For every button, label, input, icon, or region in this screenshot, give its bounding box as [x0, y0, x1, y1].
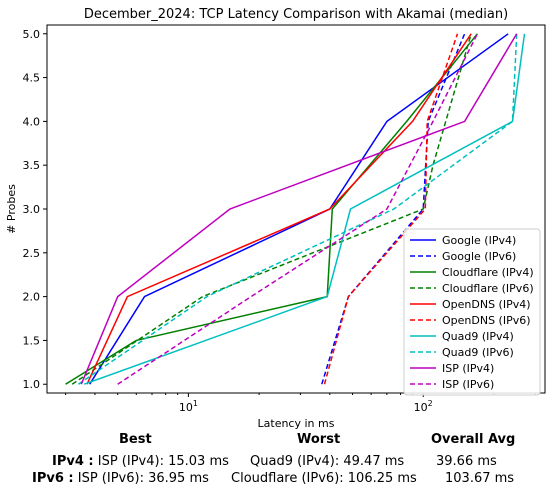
summary-table: Best Worst Overall Avg IPv4 : ISP (IPv4)…: [0, 432, 551, 494]
legend-entry-label: Google (IPv4): [442, 234, 516, 247]
latency-chart: December_2024: TCP Latency Comparison wi…: [5, 7, 546, 430]
legend-entry-label: Quad9 (IPv4): [442, 330, 514, 343]
series-line-cloudflare-ipv4: [65, 33, 478, 385]
ipv4-row-label: IPv4 :: [52, 454, 94, 469]
ipv4-best: ISP (IPv4): 15.03 ms: [97, 454, 229, 469]
legend-entry-label: OpenDNS (IPv6): [442, 314, 531, 327]
y-tick-label: 1.0: [23, 378, 41, 391]
plot-area: [65, 33, 526, 385]
y-tick-label: 4.5: [23, 72, 41, 85]
legend-entry-label: Cloudflare (IPv4): [442, 266, 534, 279]
chart-title: December_2024: TCP Latency Comparison wi…: [84, 7, 508, 22]
y-tick-label: 5.0: [23, 28, 41, 41]
y-axis-label: # Probes: [5, 184, 18, 234]
y-axis: 1.0 1.5 2.0 2.5 3.0 3.5 4.0 4.5 5.0: [23, 28, 47, 391]
series-line-quad9-ipv6: [77, 33, 518, 385]
ipv6-best: ISP (IPv6): 36.95 ms: [77, 471, 209, 486]
legend-entry-label: ISP (IPv6): [442, 378, 494, 391]
series-line-opendns-ipv4: [86, 33, 472, 385]
ipv6-row-label: IPv6 :: [32, 471, 74, 486]
x-tick-label: 102: [414, 399, 433, 414]
legend-entry-label: OpenDNS (IPv4): [442, 298, 531, 311]
worst-header: Worst: [297, 432, 341, 447]
overall-avg-header: Overall Avg: [431, 432, 516, 447]
series-line-opendns-ipv6: [323, 33, 459, 385]
ipv6-summary-row: IPv6 : ISP (IPv6): 36.95 ms: [32, 471, 209, 486]
best-header: Best: [119, 432, 152, 447]
y-tick-label: 1.5: [23, 334, 41, 347]
ipv6-worst: Cloudflare (IPv6): 106.25 ms: [231, 471, 417, 486]
y-tick-label: 3.0: [23, 203, 41, 216]
x-axis: 101 102: [65, 393, 536, 414]
ipv4-avg: 39.66 ms: [436, 454, 497, 469]
legend-entry-label: Quad9 (IPv6): [442, 346, 514, 359]
ipv6-avg: 103.67 ms: [445, 471, 515, 486]
legend-entry-label: Cloudflare (IPv6): [442, 282, 534, 295]
series-line-isp-ipv6: [117, 33, 479, 385]
y-tick-label: 2.0: [23, 291, 41, 304]
y-tick-label: 2.5: [23, 247, 41, 260]
series-line-quad9-ipv4: [83, 33, 526, 385]
ipv4-summary-row: IPv4 : ISP (IPv4): 15.03 ms: [52, 454, 229, 469]
ipv4-worst: Quad9 (IPv4): 49.47 ms: [250, 454, 405, 469]
x-tick-label: 101: [179, 399, 198, 414]
y-tick-label: 3.5: [23, 159, 41, 172]
y-tick-label: 4.0: [23, 115, 41, 128]
series-line-cloudflare-ipv6: [71, 33, 472, 385]
legend-box: [403, 228, 541, 396]
series-line-isp-ipv4: [80, 33, 518, 385]
legend-entry-label: ISP (IPv4): [442, 362, 494, 375]
x-axis-label: Latency in ms: [258, 417, 335, 430]
legend: Google (IPv4) Google (IPv6) Cloudflare (IP…: [403, 228, 541, 396]
legend-entry-label: Google (IPv6): [442, 250, 516, 263]
